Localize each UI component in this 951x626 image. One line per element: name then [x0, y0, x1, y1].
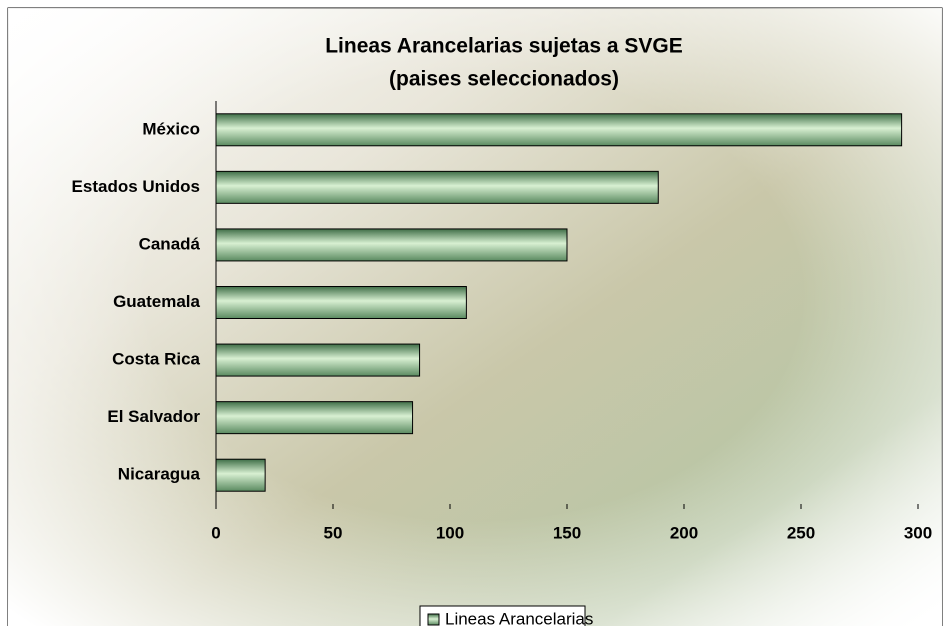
y-tick-label: Nicaragua [118, 465, 201, 484]
bar [215, 170, 659, 204]
x-tick-label: 250 [787, 523, 815, 542]
bar [215, 343, 421, 377]
x-tick-label: 150 [553, 523, 581, 542]
chart-subtitle: (paises seleccionados) [389, 68, 619, 91]
x-tick-label: 200 [670, 523, 698, 542]
y-tick-label: Estados Unidos [72, 177, 200, 196]
y-tick-label: Canadá [139, 234, 201, 253]
chart-title: Lineas Arancelarias sujetas a SVGE [325, 35, 683, 58]
y-tick-label: Costa Rica [112, 350, 200, 369]
legend-label: Lineas Arancelarias [445, 609, 593, 626]
y-tick-label: El Salvador [107, 407, 200, 426]
bar [215, 113, 903, 147]
x-tick-label: 0 [211, 523, 220, 542]
bar [215, 228, 568, 262]
background-fade [8, 8, 942, 626]
legend-swatch [427, 613, 440, 626]
x-tick-label: 300 [904, 523, 932, 542]
x-tick-label: 100 [436, 523, 464, 542]
bar [215, 286, 467, 319]
x-tick-label: 50 [324, 523, 343, 542]
legend-box [419, 605, 586, 626]
y-tick-label: México [142, 119, 200, 138]
bar [215, 401, 414, 435]
bar [215, 458, 266, 492]
y-tick-label: Guatemala [113, 292, 200, 311]
